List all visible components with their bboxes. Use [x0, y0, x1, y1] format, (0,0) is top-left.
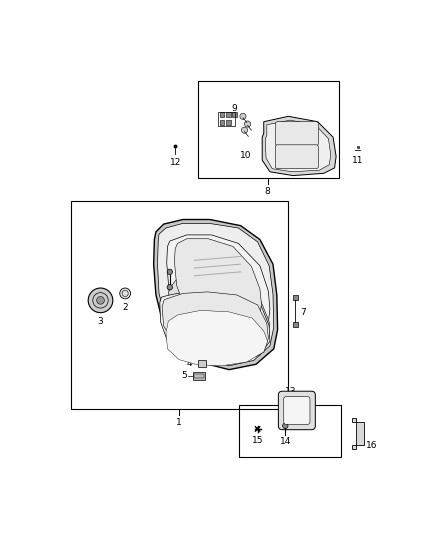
Bar: [198, 360, 206, 367]
Text: 7: 7: [301, 308, 307, 317]
FancyBboxPatch shape: [276, 122, 318, 146]
Text: 14: 14: [279, 438, 291, 447]
Circle shape: [97, 296, 104, 304]
Bar: [239, 405, 341, 457]
Bar: [220, 120, 224, 125]
Text: 4: 4: [187, 359, 192, 368]
Text: 1: 1: [176, 418, 182, 427]
Circle shape: [167, 285, 173, 290]
Text: 12: 12: [170, 158, 181, 167]
Circle shape: [167, 269, 173, 274]
Circle shape: [88, 288, 113, 313]
Text: 2: 2: [122, 303, 128, 312]
Polygon shape: [167, 235, 270, 350]
Bar: [194, 374, 204, 378]
Text: 6: 6: [175, 275, 181, 284]
Polygon shape: [174, 239, 261, 339]
Polygon shape: [166, 310, 268, 366]
Bar: [226, 120, 231, 125]
Bar: [232, 112, 237, 117]
Text: 5: 5: [181, 372, 187, 381]
Bar: [193, 372, 205, 379]
Text: 9: 9: [231, 104, 237, 113]
Circle shape: [244, 121, 251, 127]
Polygon shape: [265, 120, 331, 172]
Polygon shape: [168, 268, 270, 350]
Bar: [293, 295, 298, 300]
Text: 16: 16: [366, 441, 378, 450]
FancyBboxPatch shape: [284, 397, 310, 424]
Polygon shape: [158, 223, 274, 366]
Polygon shape: [162, 292, 268, 364]
Bar: [218, 112, 235, 126]
Bar: [226, 112, 231, 117]
Bar: [198, 81, 339, 178]
Bar: [293, 322, 298, 327]
Bar: [71, 201, 288, 409]
FancyBboxPatch shape: [276, 145, 318, 168]
Circle shape: [283, 423, 288, 429]
Circle shape: [240, 113, 246, 119]
Bar: [220, 112, 224, 117]
Text: 8: 8: [265, 187, 271, 196]
Text: 3: 3: [98, 317, 103, 326]
Text: 13: 13: [285, 387, 297, 396]
Text: 15: 15: [252, 436, 263, 445]
Text: 10: 10: [240, 151, 252, 160]
Circle shape: [241, 127, 247, 133]
Circle shape: [256, 427, 259, 431]
FancyBboxPatch shape: [279, 391, 315, 430]
Polygon shape: [160, 291, 270, 364]
Polygon shape: [262, 116, 336, 175]
Polygon shape: [352, 418, 364, 449]
Polygon shape: [154, 220, 278, 370]
Text: 11: 11: [352, 156, 364, 165]
Circle shape: [120, 288, 131, 299]
